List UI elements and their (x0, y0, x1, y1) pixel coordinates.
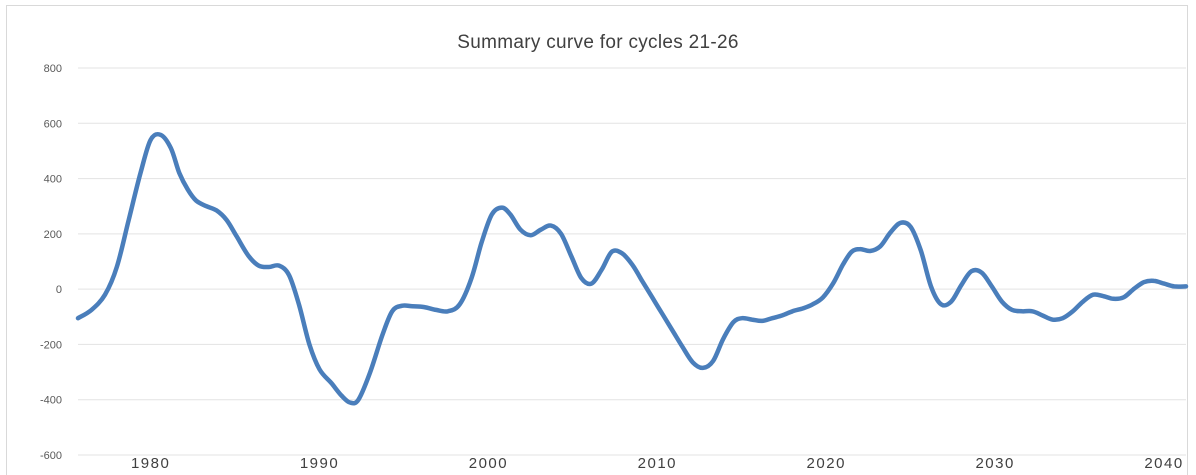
x-axis-ticks: 1980 1990 2000 2010 2020 2030 2040 (131, 455, 1183, 470)
y-tick-label: -600 (40, 450, 62, 462)
x-tick-label: 2020 (807, 455, 846, 470)
x-tick-label: 1980 (131, 455, 170, 470)
x-tick-label: 1990 (300, 455, 339, 470)
y-tick-label: 600 (44, 118, 62, 130)
y-tick-label: 200 (44, 229, 62, 241)
y-axis-ticks: 800 600 400 200 0 -200 -400 -600 (40, 63, 62, 462)
y-tick-label: 0 (56, 284, 62, 296)
x-tick-label: 2030 (975, 455, 1014, 470)
y-tick-label: -200 (40, 339, 62, 351)
x-tick-label: 2000 (469, 455, 508, 470)
x-tick-label: 2040 (1144, 455, 1183, 470)
y-tick-label: 800 (44, 63, 62, 75)
y-tick-label: -400 (40, 395, 62, 407)
chart-title: Summary curve for cycles 21-26 (457, 32, 739, 53)
y-tick-label: 400 (44, 174, 62, 186)
series-line (75, 131, 1189, 406)
chart-frame (6, 5, 1188, 475)
x-tick-label: 2010 (638, 455, 677, 470)
gridlines (78, 67, 1186, 456)
